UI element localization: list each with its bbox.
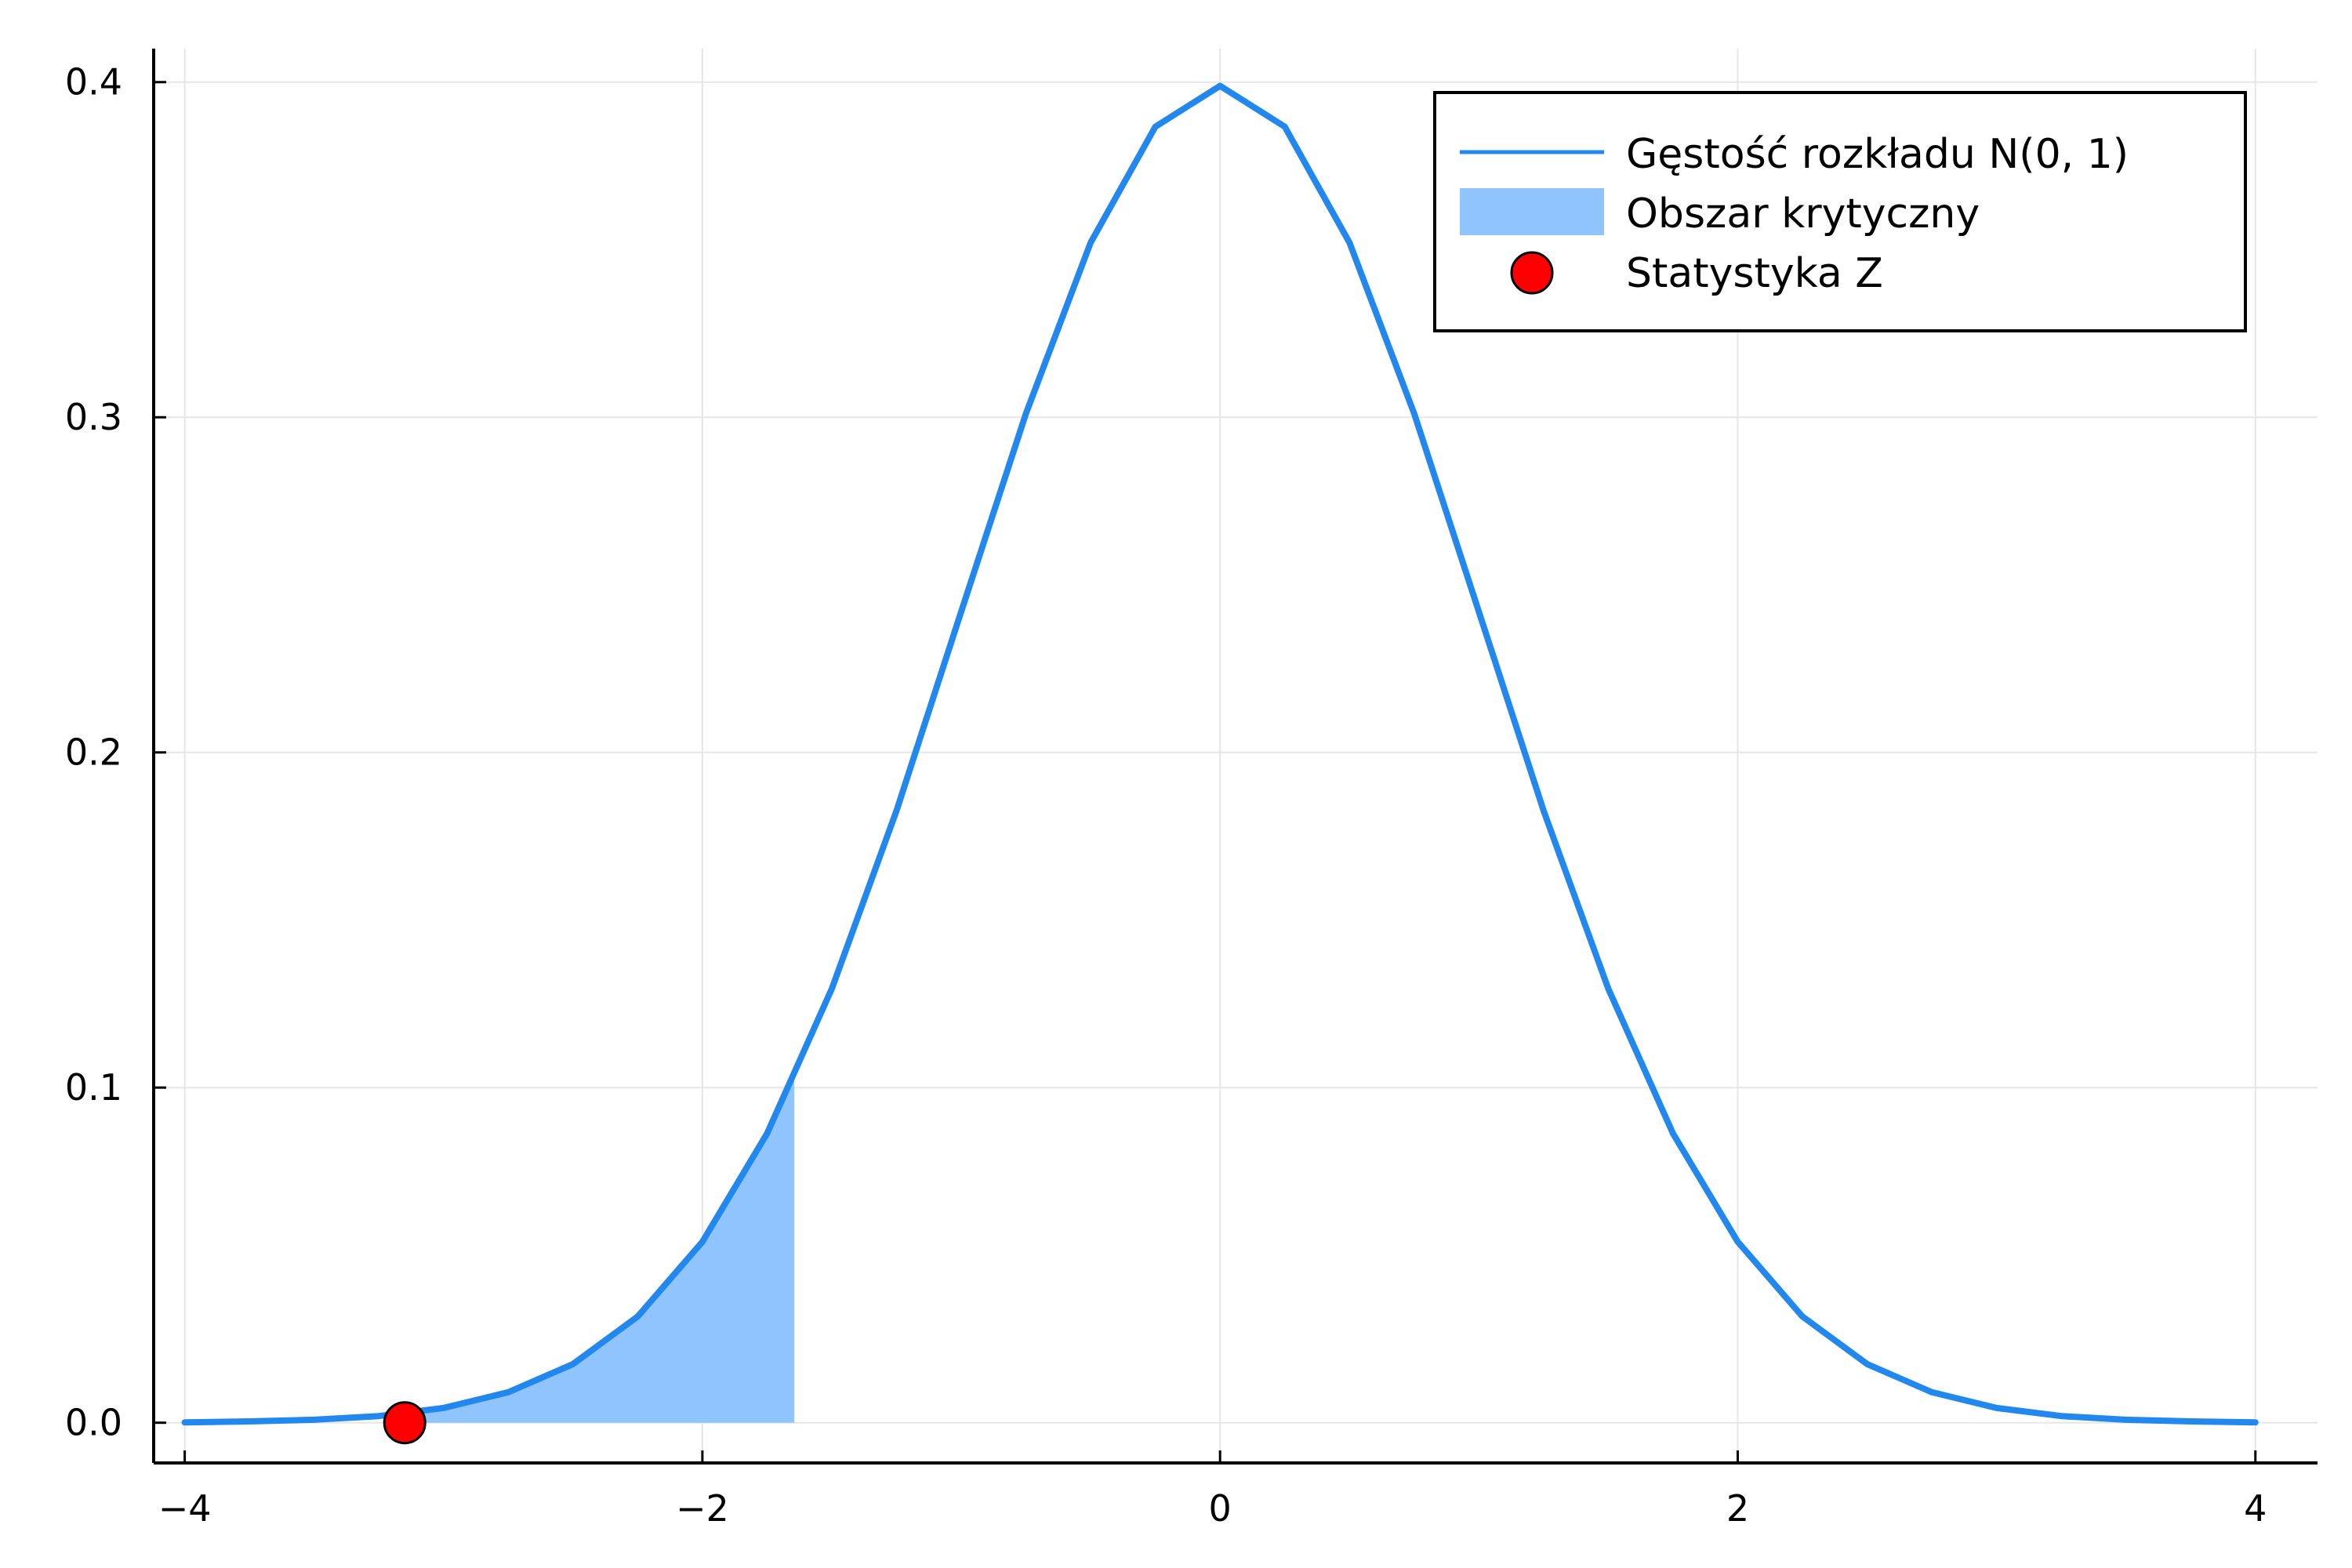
y-tick-label-2: 0.2 [65,731,122,774]
y-tick-label-3: 0.3 [65,396,122,438]
legend-point-swatch [1510,251,1554,295]
tick-labels: −4 −2 0 2 4 0.0 0.1 0.2 0.3 0.4 [65,61,2267,1530]
grid [154,49,2318,1463]
statistic-point-layer [383,1401,426,1445]
axes [152,49,2318,1465]
density-curve [181,82,2259,1426]
statistic-z-point [383,1401,426,1445]
x-tick-label-3: 2 [1726,1487,1749,1530]
legend: Gęstość rozkładu N(0, 1) Obszar krytyczn… [1433,91,2247,332]
legend-area-swatch [1460,188,1604,235]
x-tick-label-4: 4 [2244,1487,2267,1530]
y-tick-label-1: 0.1 [65,1066,122,1109]
x-tick-label-0: −4 [158,1487,212,1530]
x-tick-label-2: 0 [1209,1487,1232,1530]
legend-label-density: Gęstość rozkładu N(0, 1) [1626,131,2129,178]
y-tick-label-4: 0.4 [65,61,122,103]
x-tick-label-1: −2 [676,1487,729,1530]
critical-area [405,1076,795,1423]
density-line-layer [181,82,2259,1426]
y-tick-label-0: 0.0 [65,1402,122,1444]
legend-label-critical: Obszar krytyczny [1626,191,1980,238]
legend-label-statistic: Statystyka Z [1626,250,1883,297]
critical-area-layer [405,1076,795,1423]
